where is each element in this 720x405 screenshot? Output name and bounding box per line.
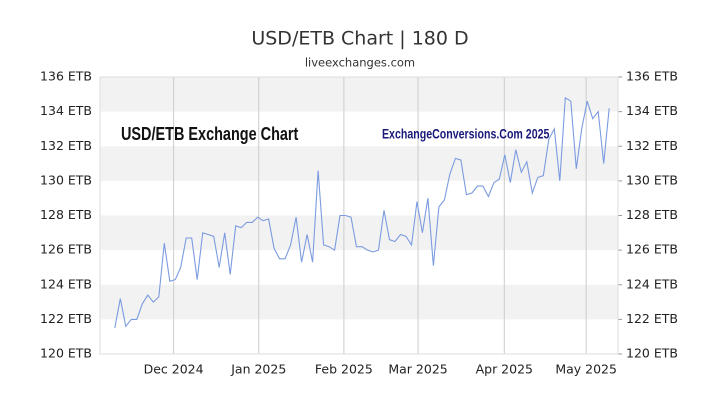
x-tick-label: Feb 2025 xyxy=(315,362,373,377)
y2-tick-label: 122 ETB xyxy=(626,311,678,326)
grid-band xyxy=(100,77,618,112)
grid-band xyxy=(100,146,618,181)
y-tick-label: 130 ETB xyxy=(40,172,92,187)
plot-frame xyxy=(99,76,619,355)
y-tick-label: 126 ETB xyxy=(40,242,92,257)
y-tick-label: 128 ETB xyxy=(40,207,92,222)
y-tick-label: 136 ETB xyxy=(40,69,92,84)
y-tick-label: 132 ETB xyxy=(40,138,92,153)
y2-tick-label: 134 ETB xyxy=(626,103,678,118)
y2-tick-label: 124 ETB xyxy=(626,276,678,291)
line xyxy=(114,96,610,329)
annotation: ExchangeConversions.Com 2025 xyxy=(382,126,550,142)
chart-title: USD/ETB Chart | 180 D xyxy=(251,28,468,50)
y2-tick-label: 120 ETB xyxy=(626,346,678,361)
y2-tick-label: 132 ETB xyxy=(626,138,678,153)
annotation: USD/ETB Exchange Chart xyxy=(121,123,299,144)
y2-tick-label: 126 ETB xyxy=(626,242,678,257)
y-tick-label: 134 ETB xyxy=(40,103,92,118)
x-tick-label: Mar 2025 xyxy=(388,362,447,377)
x-tick-label: May 2025 xyxy=(555,362,617,377)
x-tick-label: Dec 2024 xyxy=(144,362,204,377)
y2-tick-label: 130 ETB xyxy=(626,172,678,187)
y2-tick-label: 136 ETB xyxy=(626,69,678,84)
grid-band xyxy=(100,215,618,251)
y-tick-label: 122 ETB xyxy=(40,311,92,326)
y-tick-label: 120 ETB xyxy=(40,346,92,361)
chart-subtitle: liveexchanges.com xyxy=(305,56,415,70)
y2-tick-label: 128 ETB xyxy=(626,207,678,222)
grid-band xyxy=(100,284,618,320)
x-tick-label: Jan 2025 xyxy=(230,362,286,377)
x-tick-label: Apr 2025 xyxy=(476,362,533,377)
y-tick-label: 124 ETB xyxy=(40,276,92,291)
